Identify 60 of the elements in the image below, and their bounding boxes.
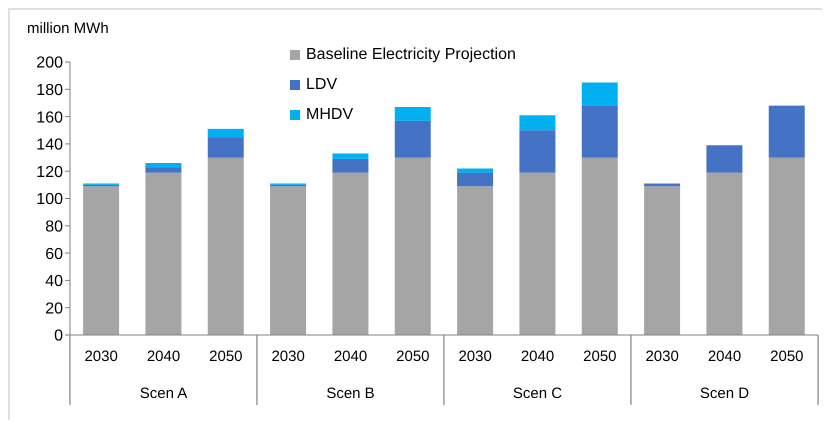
y-tick-label: 100 [36,191,64,208]
y-tick-label: 120 [36,164,64,181]
y-tick-label: 40 [45,273,64,290]
bar [208,158,244,335]
x-tick-label: 2030 [84,348,118,365]
bar [644,183,680,186]
bar [582,82,618,106]
x-tick-label: 2050 [770,348,804,365]
x-tick-label: 2040 [708,348,742,365]
text: Scen A [140,385,188,402]
bar [582,106,618,158]
bar [332,158,368,173]
bar [394,120,431,158]
y-tick-label: 140 [36,136,64,154]
y-tick-label: 0 [54,328,64,345]
x-tick-label: 2050 [209,348,243,365]
y-tick-label: 60 [45,246,64,263]
x-tick-label: 2050 [583,348,617,365]
x-tick-label: 2030 [271,348,305,365]
y-tick-label: 160 [36,109,64,126]
y-tick-label: 80 [45,218,64,236]
bar [208,137,244,158]
legend-label: Baseline Electricity Projection [306,46,516,64]
bar [519,115,556,130]
y-tick-label: 20 [45,300,64,318]
bar [644,186,680,335]
bar [332,172,368,335]
bar [706,172,742,335]
bar [83,186,120,335]
x-tick-label: 2030 [458,348,492,365]
legend-label: LDV [306,76,338,94]
x-tick-label: 2050 [396,348,430,365]
bar [145,167,182,173]
legend-label: MHDV [306,106,354,124]
x-tick-label: 2040 [520,348,554,365]
text: Scen C [512,385,562,402]
bar [519,172,556,335]
x-tick-label: 2040 [334,348,368,365]
bar [457,186,494,335]
bar [270,186,306,335]
bar [145,172,182,335]
bar [706,145,742,173]
bar [519,130,556,173]
x-tick-label: 2030 [645,348,679,365]
bar [768,106,805,158]
bar [332,153,368,159]
y-tick-label: 180 [36,82,64,99]
bar [457,172,494,186]
x-tick-label: 2040 [146,348,180,365]
text: Scen B [326,385,375,402]
bar [582,158,618,335]
bar [208,128,244,138]
bar [394,107,431,121]
y-tick-label: 200 [36,54,64,72]
bar [457,168,494,173]
bar [394,158,431,335]
y-axis-title: million MWh [27,20,109,37]
bar [768,158,805,335]
bar [145,163,182,168]
text: Scen D [700,385,750,402]
